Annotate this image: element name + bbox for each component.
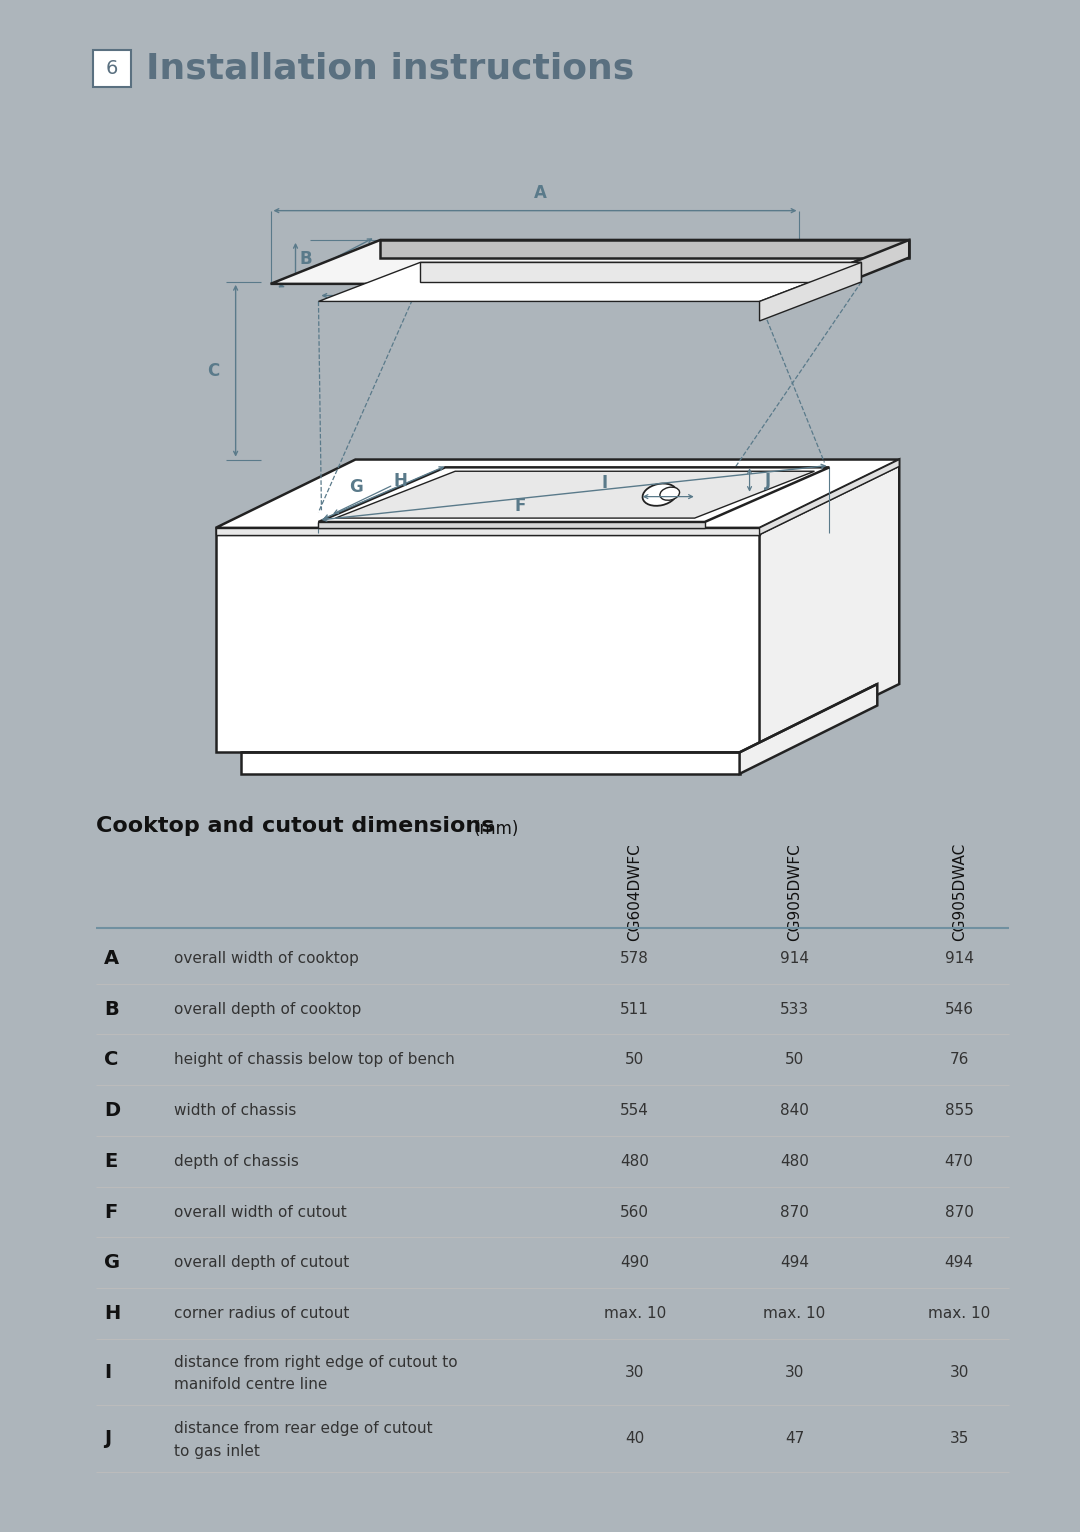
Text: D: D (534, 271, 546, 290)
Text: overall width of cooktop: overall width of cooktop (174, 951, 359, 965)
Text: CG905DWFC: CG905DWFC (787, 843, 802, 941)
FancyBboxPatch shape (93, 49, 131, 87)
Text: 50: 50 (625, 1052, 645, 1068)
Text: I: I (104, 1362, 111, 1382)
Text: 490: 490 (620, 1255, 649, 1270)
Text: max. 10: max. 10 (928, 1307, 990, 1321)
Text: A: A (534, 184, 546, 202)
Text: (mm): (mm) (473, 820, 518, 838)
Text: 870: 870 (780, 1204, 809, 1219)
Text: J: J (104, 1429, 111, 1448)
Text: 470: 470 (945, 1154, 973, 1169)
Text: distance from rear edge of cutout: distance from rear edge of cutout (174, 1422, 432, 1435)
Polygon shape (740, 683, 877, 774)
Text: CG604DWFC: CG604DWFC (627, 843, 643, 941)
Text: 30: 30 (625, 1365, 645, 1380)
Text: overall depth of cutout: overall depth of cutout (174, 1255, 349, 1270)
Polygon shape (241, 752, 740, 774)
Ellipse shape (660, 487, 679, 501)
Text: C: C (104, 1051, 119, 1069)
Polygon shape (319, 262, 862, 302)
Text: Cooktop and cutout dimensions: Cooktop and cutout dimensions (96, 815, 495, 836)
Text: 914: 914 (945, 951, 974, 965)
Text: height of chassis below top of bench: height of chassis below top of bench (174, 1052, 455, 1068)
Text: Installation instructions: Installation instructions (146, 51, 634, 86)
Text: F: F (514, 498, 526, 515)
Text: 494: 494 (945, 1255, 974, 1270)
Text: G: G (104, 1253, 120, 1272)
Text: 30: 30 (785, 1365, 805, 1380)
Text: A: A (104, 948, 119, 968)
Text: D: D (104, 1102, 120, 1120)
Text: 40: 40 (625, 1431, 645, 1446)
Text: distance from right edge of cutout to: distance from right edge of cutout to (174, 1354, 458, 1370)
Polygon shape (216, 529, 759, 535)
Text: depth of chassis: depth of chassis (174, 1154, 299, 1169)
Text: B: B (299, 250, 312, 268)
Text: CG905DWAC: CG905DWAC (951, 843, 967, 941)
Text: 511: 511 (620, 1002, 649, 1017)
Text: 480: 480 (780, 1154, 809, 1169)
Polygon shape (319, 522, 704, 529)
Polygon shape (216, 460, 900, 529)
Text: max. 10: max. 10 (764, 1307, 825, 1321)
Text: 560: 560 (620, 1204, 649, 1219)
Text: 870: 870 (945, 1204, 973, 1219)
Text: J: J (765, 472, 771, 490)
Text: 855: 855 (945, 1103, 973, 1118)
Text: 554: 554 (620, 1103, 649, 1118)
Text: 546: 546 (945, 1002, 974, 1017)
Text: width of chassis: width of chassis (174, 1103, 296, 1118)
Text: F: F (104, 1203, 117, 1221)
Text: I: I (602, 473, 608, 492)
Text: 76: 76 (949, 1052, 969, 1068)
Polygon shape (420, 262, 862, 282)
Text: G: G (350, 478, 363, 496)
Text: 35: 35 (949, 1431, 969, 1446)
Text: 840: 840 (780, 1103, 809, 1118)
Text: max. 10: max. 10 (604, 1307, 666, 1321)
Polygon shape (336, 472, 814, 518)
Polygon shape (759, 460, 900, 752)
Ellipse shape (643, 484, 677, 506)
Text: H: H (393, 472, 407, 490)
Text: E: E (104, 1152, 117, 1170)
Text: C: C (207, 362, 220, 380)
Polygon shape (759, 262, 862, 320)
Text: overall width of cutout: overall width of cutout (174, 1204, 347, 1219)
Text: 30: 30 (949, 1365, 969, 1380)
Text: H: H (104, 1304, 120, 1324)
Text: 578: 578 (620, 951, 649, 965)
Text: 47: 47 (785, 1431, 805, 1446)
Text: overall depth of cooktop: overall depth of cooktop (174, 1002, 361, 1017)
Text: 914: 914 (780, 951, 809, 965)
Polygon shape (216, 529, 759, 752)
Text: 494: 494 (780, 1255, 809, 1270)
Text: 480: 480 (620, 1154, 649, 1169)
Polygon shape (380, 241, 909, 257)
Polygon shape (319, 467, 829, 522)
Text: 533: 533 (780, 1002, 809, 1017)
Text: 6: 6 (106, 58, 118, 78)
Polygon shape (759, 460, 900, 535)
Text: manifold centre line: manifold centre line (174, 1377, 327, 1393)
Polygon shape (799, 241, 909, 302)
Text: to gas inlet: to gas inlet (174, 1443, 259, 1458)
Text: B: B (104, 999, 119, 1019)
Text: E: E (826, 267, 837, 285)
Polygon shape (271, 241, 909, 283)
Text: 50: 50 (785, 1052, 805, 1068)
Text: corner radius of cutout: corner radius of cutout (174, 1307, 349, 1321)
